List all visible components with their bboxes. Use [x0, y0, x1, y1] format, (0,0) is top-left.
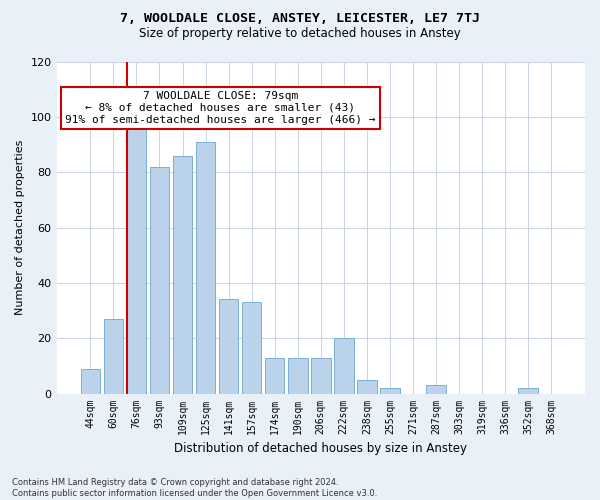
Bar: [173, 156, 193, 394]
Text: 7 WOOLDALE CLOSE: 79sqm
← 8% of detached houses are smaller (43)
91% of semi-det: 7 WOOLDALE CLOSE: 79sqm ← 8% of detached…: [65, 92, 376, 124]
Bar: [127, 120, 146, 394]
Text: Size of property relative to detached houses in Anstey: Size of property relative to detached ho…: [139, 28, 461, 40]
Bar: [242, 302, 262, 394]
X-axis label: Distribution of detached houses by size in Anstey: Distribution of detached houses by size …: [174, 442, 467, 455]
Bar: [80, 368, 100, 394]
Bar: [265, 358, 284, 394]
Text: 7, WOOLDALE CLOSE, ANSTEY, LEICESTER, LE7 7TJ: 7, WOOLDALE CLOSE, ANSTEY, LEICESTER, LE…: [120, 12, 480, 26]
Y-axis label: Number of detached properties: Number of detached properties: [15, 140, 25, 315]
Bar: [380, 388, 400, 394]
Bar: [334, 338, 353, 394]
Bar: [357, 380, 377, 394]
Text: Contains HM Land Registry data © Crown copyright and database right 2024.
Contai: Contains HM Land Registry data © Crown c…: [12, 478, 377, 498]
Bar: [196, 142, 215, 394]
Bar: [104, 319, 123, 394]
Bar: [311, 358, 331, 394]
Bar: [149, 166, 169, 394]
Bar: [219, 300, 238, 394]
Bar: [426, 386, 446, 394]
Bar: [518, 388, 538, 394]
Bar: [288, 358, 308, 394]
